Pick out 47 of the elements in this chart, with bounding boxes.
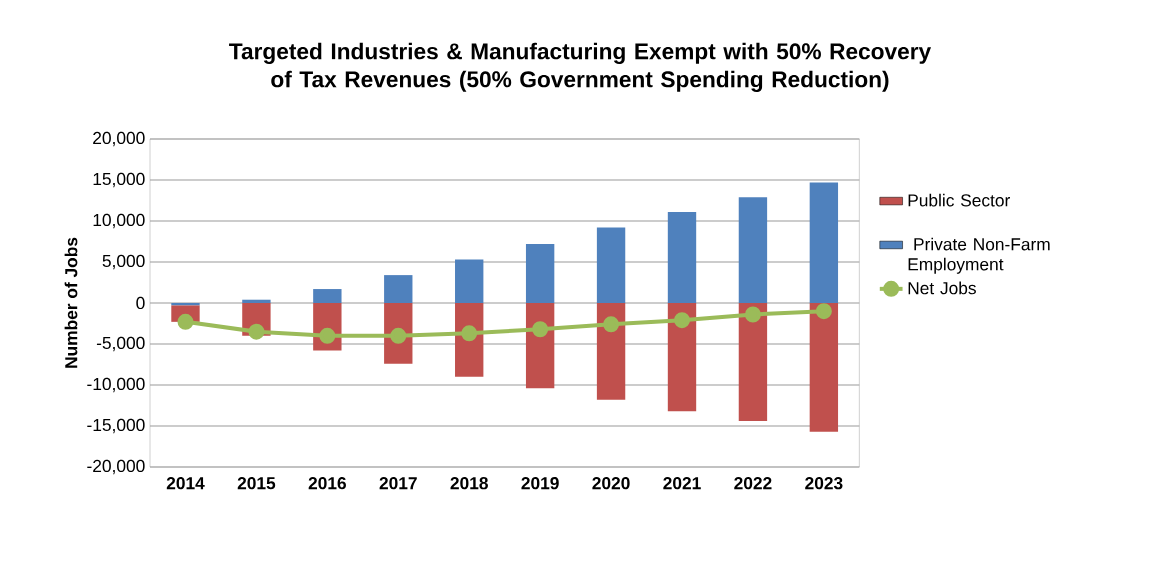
x-tick-label: 2022 <box>734 477 772 490</box>
legend-label: Private Non-Farm Employment <box>908 237 1050 274</box>
chart-title: Targeted Industries & Manufacturing Exempt with 50% Recovery of Tax Revenues (50% Government Spending Reduction) <box>229 42 932 92</box>
bar <box>525 243 555 303</box>
y-tick-label: 20,000 <box>93 131 145 147</box>
point <box>744 306 761 323</box>
bar <box>667 302 697 412</box>
y-tick-label: -5,000 <box>96 336 145 352</box>
x-tick-label: 2023 <box>805 477 843 490</box>
x-tick-label: 2015 <box>237 477 276 490</box>
x-tick-label: 2016 <box>308 477 346 490</box>
point <box>461 325 478 342</box>
bar <box>455 259 484 303</box>
y-tick-label: -20,000 <box>87 459 145 475</box>
point <box>319 327 336 344</box>
y-tick-label: 5,000 <box>102 254 145 270</box>
y-tick-label: 10,000 <box>93 213 145 229</box>
bar <box>667 211 697 303</box>
point <box>815 303 832 320</box>
bar <box>738 302 768 422</box>
point <box>674 312 690 329</box>
bar <box>738 197 768 303</box>
bar <box>384 275 413 303</box>
y-axis-title: Number of Jobs <box>64 237 78 368</box>
point <box>390 327 407 344</box>
legend-label: Public Sector <box>908 193 1010 207</box>
x-tick-label: 2019 <box>521 477 559 490</box>
x-tick-label: 2014 <box>166 477 205 490</box>
y-tick-label: 15,000 <box>93 172 145 188</box>
bar <box>242 299 271 303</box>
bar <box>596 302 626 400</box>
legend-label: Net Jobs <box>908 281 976 295</box>
point <box>532 321 549 338</box>
y-tick-label: -10,000 <box>87 377 145 393</box>
point <box>177 313 194 330</box>
bar <box>313 289 342 303</box>
y-tick-label: 0 <box>136 296 145 310</box>
bar <box>809 302 839 432</box>
x-tick-label: 2018 <box>450 477 488 490</box>
x-tick-label: 2020 <box>592 477 630 490</box>
x-tick-label: 2017 <box>379 477 417 490</box>
point <box>248 323 265 340</box>
y-tick-label: -15,000 <box>87 418 145 434</box>
bar <box>809 182 839 303</box>
point <box>603 316 620 333</box>
x-tick-label: 2021 <box>663 477 701 490</box>
bar <box>596 227 626 303</box>
